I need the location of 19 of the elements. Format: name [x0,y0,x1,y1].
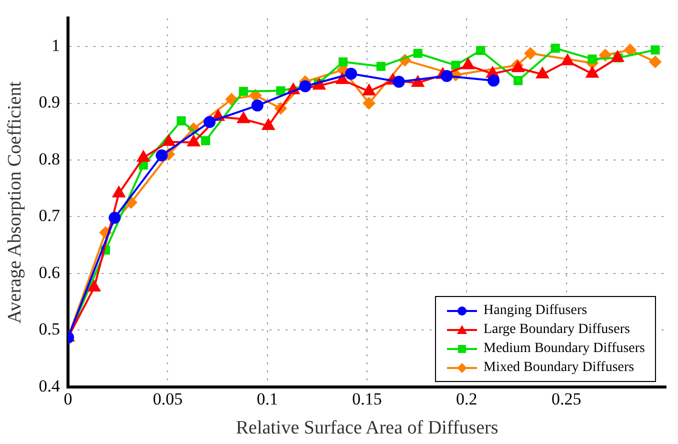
legend-label: Medium Boundary Diffusers [484,340,645,358]
y-axis-title: Average Absorption Coefficient [4,80,26,324]
legend-label: Mixed Boundary Diffusers [484,359,634,377]
legend-label: Hanging Diffusers [484,302,588,320]
x-tick-label: 0.2 [456,389,478,408]
x-tick-label: 0.05 [152,389,183,408]
x-tick-label: 0.1 [256,389,278,408]
y-tick-label: 0.9 [38,92,60,112]
y-tick-label: 0.4 [38,376,61,396]
y-tick-label: 0.7 [38,206,61,226]
x-tick-label: 0.15 [352,389,382,408]
x-tick-label: 0 [64,389,72,408]
y-tick-label: 1 [52,36,60,56]
x-axis-title: Relative Surface Area of Diffusers [236,418,498,439]
x-tick-label: 0.25 [551,389,582,408]
legend-label: Large Boundary Diffusers [484,321,630,339]
y-tick-label: 0.6 [38,262,60,282]
y-tick-label: 0.5 [38,320,60,339]
y-tick-label: 0.8 [38,149,60,168]
